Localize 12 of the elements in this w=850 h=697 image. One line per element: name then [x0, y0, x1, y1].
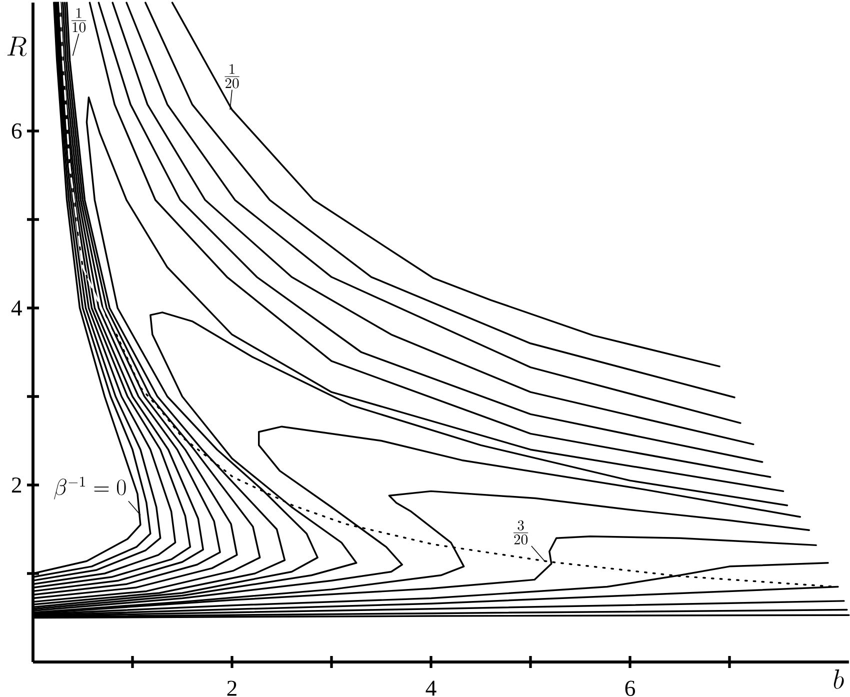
y-tick-label: 6	[12, 123, 22, 139]
x-axis-title: $b$	[834, 669, 844, 689]
x-tick-label: 6	[625, 680, 635, 696]
annotation: $\frac{1}{10}$	[72, 8, 86, 32]
y-tick-label: 2	[12, 477, 22, 493]
y-axis-title: $R$	[7, 36, 27, 56]
x-tick-label: 2	[227, 680, 236, 696]
x-tick-label: 4	[426, 680, 436, 696]
annotation: $\frac{1}{20}$	[224, 64, 240, 88]
annotation: $\beta^{-1}=0$	[54, 476, 126, 500]
annotation: $\frac{3}{20}$	[513, 520, 528, 545]
y-tick-label: 4	[11, 300, 22, 316]
